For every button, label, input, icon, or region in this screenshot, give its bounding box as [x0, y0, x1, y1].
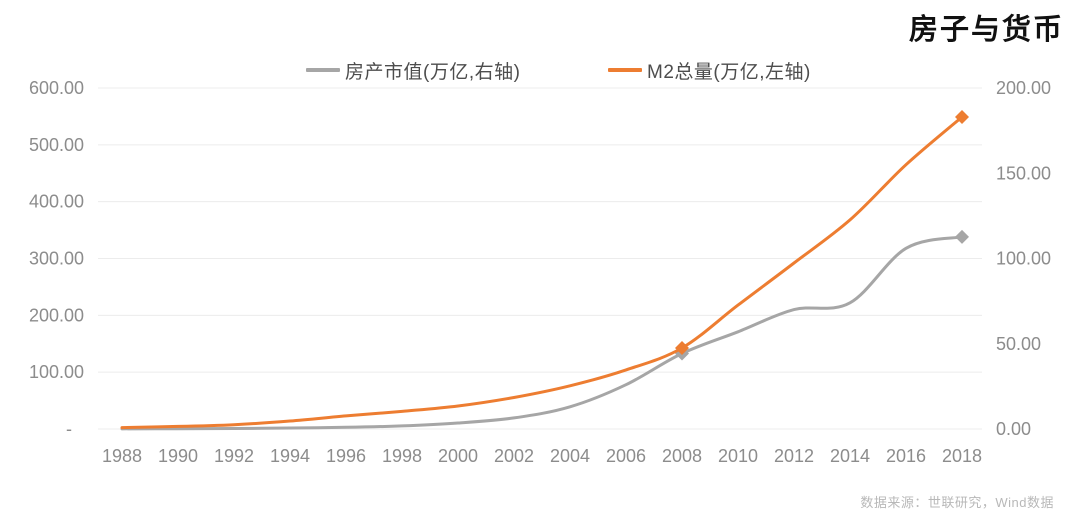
x-axis-label: 2004	[550, 446, 590, 466]
x-axis-label: 1992	[214, 446, 254, 466]
legend-label-m2: M2总量(万亿,左轴)	[647, 61, 811, 83]
y-axis-right-label: 200.00	[996, 78, 1051, 98]
x-axis-label: 2010	[718, 446, 758, 466]
x-axis-label: 2014	[830, 446, 870, 466]
legend-item-m2: M2总量(万亿,左轴)	[608, 56, 811, 84]
x-axis-label: 1988	[102, 446, 142, 466]
y-axis-left-label: 300.00	[29, 249, 84, 269]
series-marker-m2-2018	[955, 109, 969, 124]
y-axis-left-label: 500.00	[29, 135, 84, 155]
x-axis-label: 1994	[270, 446, 310, 466]
series-marker-property-2018	[955, 229, 969, 244]
legend-label-property: 房产市值(万亿,右轴)	[345, 61, 521, 83]
y-axis-left-label: 200.00	[29, 305, 84, 325]
series-marker-m2-2008	[675, 341, 689, 356]
x-axis-label: 2016	[886, 446, 926, 466]
y-axis-right-label: 50.00	[996, 334, 1041, 354]
series-line-m2	[120, 115, 964, 430]
x-axis-label: 2002	[494, 446, 534, 466]
legend-swatch-property-line	[306, 68, 340, 72]
legend-item-property: 房产市值(万亿,右轴)	[306, 56, 520, 84]
x-axis-label: 1990	[158, 446, 198, 466]
y-axis-right-label: 0.00	[996, 419, 1031, 439]
x-axis-label: 1996	[326, 446, 366, 466]
x-axis-label: 2012	[774, 446, 814, 466]
y-axis-left-label: -	[66, 419, 72, 439]
y-axis-right-label: 100.00	[996, 249, 1051, 269]
source-note: 数据来源：世联研究，Wind数据	[860, 495, 1054, 510]
x-axis-label: 2000	[438, 446, 478, 466]
y-axis-left-label: 100.00	[29, 362, 84, 382]
chart-title: 房子与货币	[908, 14, 1064, 46]
y-axis-left-label: 600.00	[29, 78, 84, 98]
x-axis-label: 2008	[662, 446, 702, 466]
legend: 房产市值(万亿,右轴) M2总量(万亿,左轴)	[0, 56, 1080, 84]
x-axis-label: 2018	[942, 446, 982, 466]
y-axis-left-label: 400.00	[29, 192, 84, 212]
series-line-property	[120, 235, 964, 431]
x-axis-label: 2006	[606, 446, 646, 466]
y-axis-right-label: 150.00	[996, 163, 1051, 183]
legend-swatch-m2-line	[608, 68, 642, 72]
x-axis-label: 1998	[382, 446, 422, 466]
